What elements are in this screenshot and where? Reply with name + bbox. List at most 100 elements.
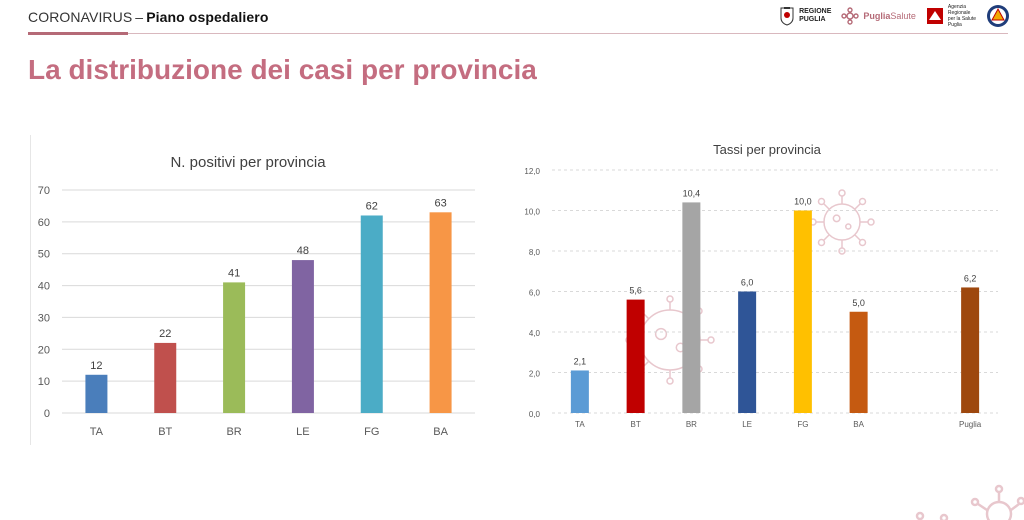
header: CORONAVIRUS – Piano ospedaliero REGIONE PU… (0, 0, 1024, 40)
chart-positivi-svg: N. positivi per provincia 0 10 20 30 40 50 60 70… (38, 154, 475, 438)
x-tick-label: BR (686, 420, 697, 429)
data-label: 22 (159, 328, 171, 340)
y-tick-label: 10,0 (524, 208, 540, 217)
bar-br (682, 202, 701, 413)
virus-decoration-icon (915, 484, 1024, 520)
virus-spike-tip (838, 247, 846, 255)
virus-spike (823, 203, 830, 210)
y-tick-label: 0,0 (529, 410, 541, 419)
y-tick-label: 50 (38, 249, 50, 261)
logo-regione-puglia: REGIONE PUGLIA (779, 6, 831, 26)
logo-agenzia-line1: Agenzia (947, 4, 966, 10)
y-tick-label: 20 (38, 344, 50, 356)
virus-spike-tip (817, 197, 826, 206)
chart-positivi: N. positivi per provincia 0 10 20 30 40 50 60 70… (20, 130, 490, 450)
bar-fg (793, 210, 812, 413)
header-rule (128, 33, 1008, 34)
chart-frame-line (30, 135, 31, 445)
data-label: 5,0 (852, 298, 865, 308)
logo-strip: REGIONE PUGLIA PugliaSalute Agenzia Reg (779, 2, 1010, 30)
bar-ta (85, 374, 108, 413)
bar-ba (849, 311, 868, 413)
x-tick-label: BA (853, 420, 864, 429)
bar-fg (360, 215, 383, 413)
x-tick-label: Puglia (959, 420, 982, 429)
bar-bt (154, 342, 177, 413)
data-label: 12 (90, 360, 102, 372)
logo-puglia-light: Salute (890, 10, 916, 21)
x-tick-label: BR (226, 426, 241, 438)
page-title: La distribuzione dei casi per provincia (28, 54, 537, 85)
chart-tassi-svg: Tassi per provincia 0,0 2,0 4,0 6,0 8,0 10,0 12… (524, 142, 998, 429)
virus-spike (854, 234, 861, 241)
data-label: 10,4 (683, 188, 701, 198)
data-label: 62 (366, 200, 378, 212)
data-label: 63 (434, 197, 446, 209)
virus-spike-tip (666, 295, 674, 303)
virus-spike-tip (838, 189, 846, 197)
data-label: 6,0 (741, 278, 754, 288)
virus-body (823, 203, 861, 241)
y-tick-label: 30 (38, 312, 50, 324)
virus-watermark-small (809, 189, 875, 255)
x-tick-label: FG (364, 426, 379, 438)
brand-prefix: CORONAVIRUS (28, 9, 133, 25)
y-tick-label: 2,0 (529, 370, 541, 379)
protezione-civile-seal-icon (987, 5, 1009, 27)
data-label: 41 (228, 267, 240, 279)
x-tick-label: BT (631, 420, 641, 429)
chart-tassi: Tassi per provincia 0,0 2,0 4,0 6,0 8,0 10,0 12… (510, 130, 1010, 450)
y-tick-label: 70 (38, 185, 50, 197)
brand-suffix: Piano ospedaliero (146, 9, 269, 25)
puglia-salute-icon (841, 7, 860, 25)
bar-le (291, 260, 314, 413)
chart-title: N. positivi per provincia (170, 154, 326, 171)
data-label: 48 (297, 245, 309, 257)
y-tick-label: 40 (38, 281, 50, 293)
data-label: 10,0 (794, 197, 812, 207)
logo-agenzia-line2: Regionale (947, 10, 971, 16)
logo-regione-line1: REGIONE (799, 8, 832, 15)
logo-puglia-strong: Puglia (863, 10, 891, 21)
y-tick-label: 60 (38, 217, 50, 229)
bar-bt (626, 299, 645, 413)
virus-spike-tip (666, 377, 674, 385)
virus-dot (832, 214, 841, 223)
virus-dot (654, 327, 668, 341)
agenzia-icon (926, 8, 943, 24)
header-rule-accent (28, 32, 128, 35)
bar-br (223, 282, 246, 413)
virus-spike-tip (817, 238, 826, 247)
logo-regione-line2: PUGLIA (799, 16, 826, 23)
data-label: 5,6 (629, 286, 642, 296)
brand-dash: – (135, 9, 144, 25)
x-tick-label: LE (296, 426, 309, 438)
logo-agenzia-line3: per la Salute (947, 16, 976, 22)
data-label: 2,1 (574, 356, 587, 366)
brand-title: CORONAVIRUS – Piano ospedaliero (28, 9, 268, 25)
x-tick-label: BT (158, 426, 172, 438)
y-tick-label: 10 (38, 376, 50, 388)
logo-puglia-salute: PugliaSalute (841, 7, 916, 25)
y-tick-label: 8,0 (529, 248, 541, 257)
bar-le (738, 291, 757, 413)
virus-spike-tip (707, 336, 715, 344)
virus-spike (823, 234, 830, 241)
x-tick-label: BA (433, 426, 448, 438)
bar-ta (570, 370, 589, 413)
virus-spike (854, 203, 861, 210)
bar-ba (429, 212, 452, 413)
logo-agenzia-line4: Puglia (947, 22, 962, 28)
y-tick-label: 4,0 (529, 329, 541, 338)
virus-dot (845, 223, 852, 230)
x-tick-label: TA (575, 420, 585, 429)
data-label: 6,2 (964, 273, 977, 283)
regione-crest-icon (780, 7, 794, 26)
y-tick-label: 12,0 (524, 167, 540, 176)
x-tick-label: LE (742, 420, 752, 429)
logo-agenzia: Agenzia Regionale per la Salute Puglia (926, 4, 976, 28)
y-tick-label: 0 (44, 408, 50, 420)
bar-puglia (961, 287, 980, 413)
x-tick-label: TA (90, 426, 104, 438)
chart-title: Tassi per provincia (713, 142, 821, 157)
